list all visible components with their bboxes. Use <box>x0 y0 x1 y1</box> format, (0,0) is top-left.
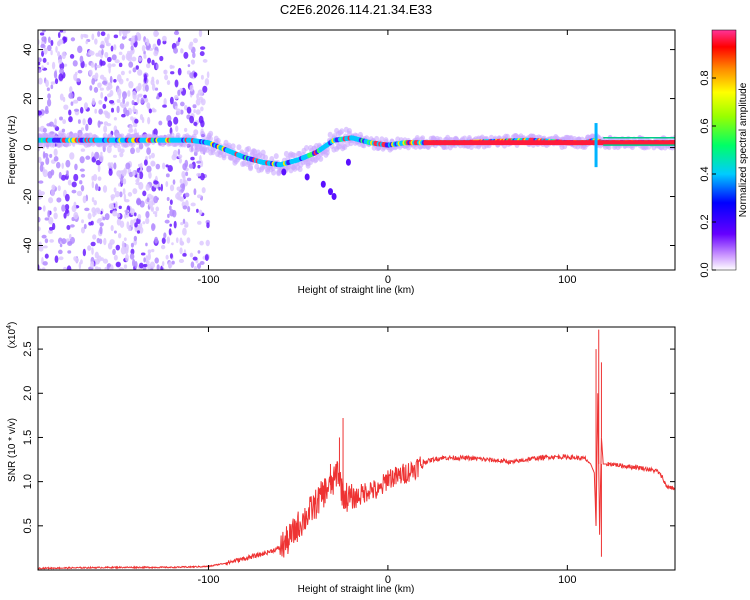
spectrogram-y-tick-label: -40 <box>22 238 34 254</box>
colorbar-label: Normalized spectral amplitude <box>738 82 749 217</box>
spectrogram-y-tick-label: 0 <box>22 144 34 150</box>
spectrogram-y-axis-label: Frequency (Hz) <box>7 116 18 185</box>
spectrogram-plot-area <box>38 30 675 270</box>
snr-y-tick-label: 1.5 <box>22 430 34 445</box>
spectrogram-frame <box>37 29 676 271</box>
spectrogram-x-tick-label: 0 <box>385 274 391 286</box>
snr-y-tick-label: 0.5 <box>22 518 34 533</box>
snr-frame <box>37 326 676 571</box>
spectrogram-x-axis-label: Height of straight line (km) <box>298 285 415 296</box>
spectrogram-y-tick-label: 20 <box>22 92 34 104</box>
spectrogram-dip-blobs <box>281 158 351 201</box>
spectrogram-ridge <box>423 140 675 146</box>
snr-y-tick-label: 2.0 <box>22 386 34 401</box>
snr-plot-area <box>38 329 675 570</box>
snr-axes: -100 0 100 0.5 1.0 1.5 2.0 2.5 <box>22 327 675 586</box>
colorbar: 0.0 0.2 0.4 0.6 0.8 Normalized spectral ampl… <box>699 29 749 278</box>
snr-panel: -100 0 100 0.5 1.0 1.5 2.0 2.5 Height of straig… <box>6 322 676 595</box>
colorbar-ticks: 0.0 0.2 0.4 0.6 0.8 <box>699 70 716 278</box>
snr-x-tick-label: 0 <box>385 574 391 586</box>
snr-y-exponent-power: 4 <box>6 325 13 329</box>
snr-y-tick-label: 2.5 <box>22 341 34 356</box>
snr-series-line <box>38 393 675 570</box>
spectrogram-spike <box>594 123 598 168</box>
colorbar-tick-label: 0.4 <box>699 166 711 181</box>
colorbar-tick-label: 0.2 <box>699 214 711 229</box>
spectrogram-x-tick-label: 100 <box>558 274 576 286</box>
snr-y-exponent: (x104) <box>6 322 18 349</box>
spectrogram-x-tick-label: -100 <box>197 274 219 286</box>
colorbar-tick-label: 0.0 <box>699 262 711 277</box>
colorbar-tick-label: 0.8 <box>699 70 711 85</box>
snr-y-axis-label: SNR (10 * v/v) <box>7 418 18 482</box>
snr-y-tick-label: 1.0 <box>22 474 34 489</box>
colorbar-gradient <box>711 29 737 271</box>
spectrogram-axes: -100 0 100 -40 -20 0 20 40 <box>22 30 675 286</box>
snr-spikes <box>329 329 602 557</box>
snr-x-tick-label: 100 <box>558 574 576 586</box>
chart-title: C2E6.2026.114.21.34.E33 <box>280 2 432 17</box>
snr-x-tick-label: -100 <box>197 574 219 586</box>
snr-y-exponent-suffix: ) <box>7 322 18 325</box>
snr-y-exponent-prefix: (x10 <box>7 328 18 348</box>
spectrogram-noise <box>38 30 211 270</box>
snr-x-axis-label: Height of straight line (km) <box>298 584 415 595</box>
spectrogram-y-tick-label: -20 <box>22 189 34 205</box>
spectrogram-panel: -100 0 100 -40 -20 0 20 40 Height of straight l… <box>7 29 676 296</box>
colorbar-tick-label: 0.6 <box>699 118 711 133</box>
spectrogram-y-tick-label: 40 <box>22 43 34 55</box>
